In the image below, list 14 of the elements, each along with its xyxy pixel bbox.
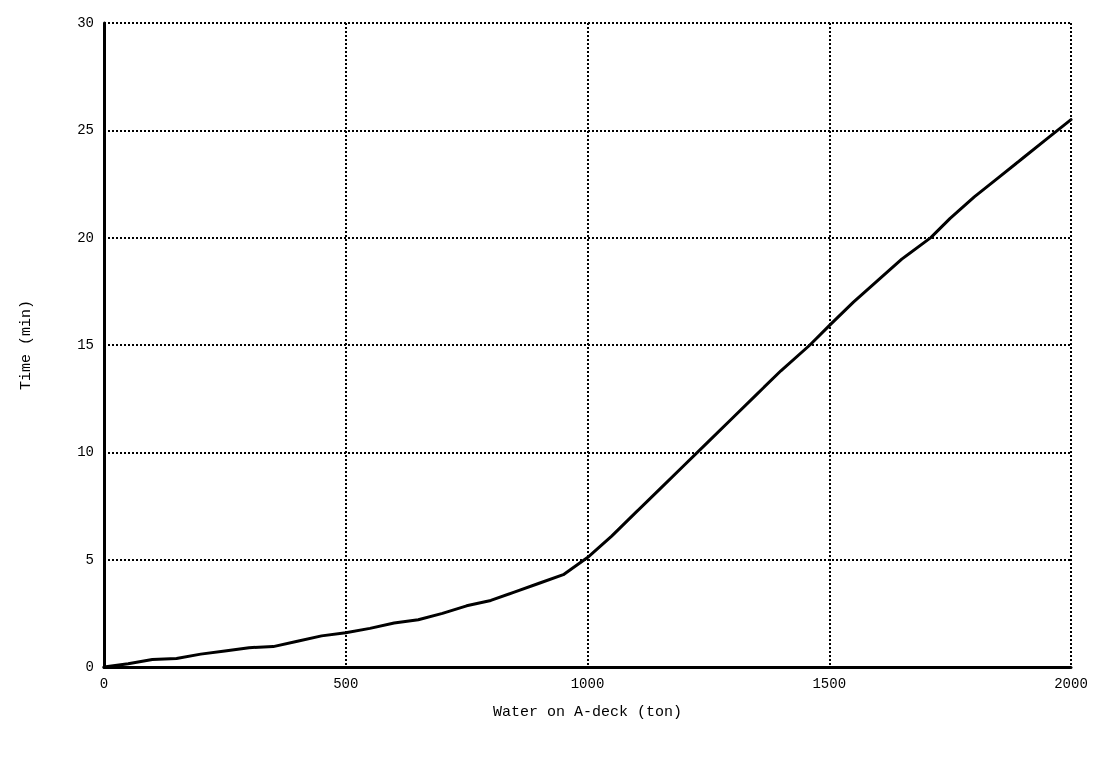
y-tick-label: 5 bbox=[85, 551, 94, 568]
y-axis-title: Time (min) bbox=[18, 299, 35, 391]
y-tick-label: 30 bbox=[77, 15, 94, 31]
x-tick-label: 1000 bbox=[570, 676, 605, 692]
y-tick-label: 10 bbox=[77, 444, 94, 461]
y-tick-label: 0 bbox=[85, 659, 94, 675]
x-axis-title: Water on A-deck (ton) bbox=[492, 704, 683, 721]
x-tick-label: 1500 bbox=[812, 676, 847, 692]
x-tick-label: 0 bbox=[99, 676, 109, 692]
y-tick-label: 20 bbox=[77, 229, 94, 246]
y-tick-label: 15 bbox=[77, 337, 94, 353]
x-tick-label: 2000 bbox=[1054, 676, 1088, 692]
y-tick-label: 25 bbox=[77, 122, 94, 139]
x-tick-label: 500 bbox=[333, 676, 359, 692]
